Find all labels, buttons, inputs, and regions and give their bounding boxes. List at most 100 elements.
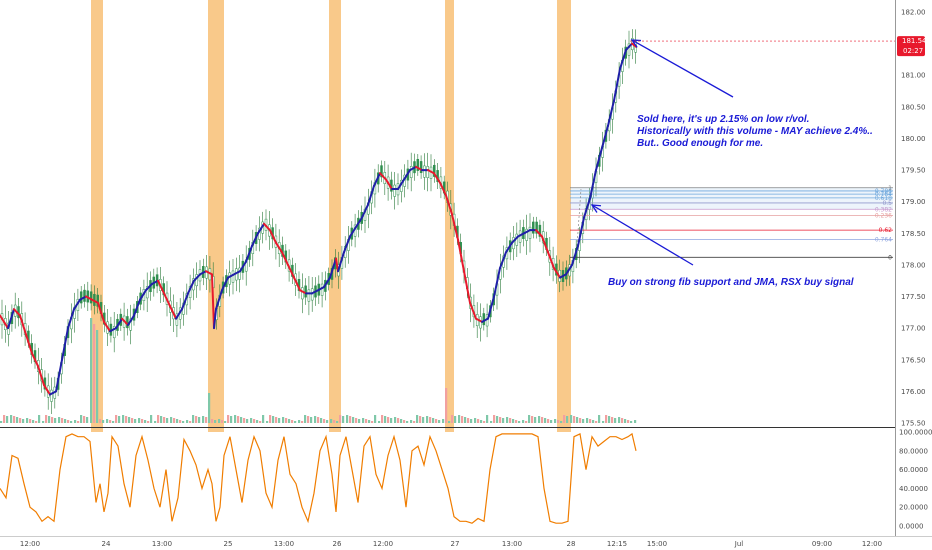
volume-bar	[544, 418, 547, 423]
volume-bar	[362, 418, 365, 423]
jma-segment	[541, 235, 549, 254]
jma-segment	[193, 273, 201, 282]
volume-bar	[186, 420, 189, 423]
jma-segment	[493, 267, 501, 298]
volume-bar	[390, 418, 393, 423]
volume-bar	[554, 419, 557, 423]
volume-bar	[310, 417, 313, 423]
volume-bar	[630, 421, 633, 423]
jma-segment	[199, 270, 207, 276]
jma-segment	[169, 305, 177, 320]
volume-bar	[621, 418, 624, 423]
candle-body	[126, 316, 129, 329]
jma-segment	[343, 235, 351, 254]
jma-segment	[397, 178, 405, 191]
volume-bar	[3, 415, 6, 423]
volume-bar	[90, 318, 93, 423]
volume-bar	[99, 419, 102, 423]
volume-bar	[45, 415, 48, 423]
candle-body	[238, 267, 241, 280]
volume-bar	[384, 416, 387, 423]
volume-bar	[394, 417, 397, 423]
time-tick-label: Jul	[734, 540, 744, 548]
jma-segment	[469, 301, 477, 320]
jma-segment	[121, 317, 129, 326]
candle-body	[393, 184, 396, 197]
volume-bar	[406, 421, 409, 423]
jma-segment	[221, 276, 229, 292]
price-tick-label: 176.50	[901, 356, 926, 364]
candle-body	[409, 166, 413, 178]
time-tick-label: 09:00	[812, 540, 832, 548]
price-tick-label: 180.50	[901, 103, 926, 111]
volume-bar	[272, 416, 275, 423]
volume-bar	[285, 418, 288, 423]
volume-bar	[333, 420, 336, 423]
volume-bar	[166, 418, 169, 423]
countdown-label: 02:27	[903, 47, 923, 55]
candle-body	[307, 289, 311, 302]
volume-bar	[109, 420, 112, 423]
volume-bar	[205, 417, 208, 423]
candle-body	[231, 270, 235, 283]
volume-bar	[435, 419, 438, 423]
jma-segment	[31, 352, 39, 368]
candle-body	[532, 221, 535, 234]
jma-segment	[91, 298, 99, 304]
jma-segment	[583, 197, 591, 219]
price-tick-label: 179.50	[901, 167, 926, 175]
jma-segment	[227, 273, 235, 279]
annotations: Sold here, it's up 2.15% on low r/vol.Hi…	[608, 114, 873, 288]
volume-bar	[269, 415, 272, 423]
volume-bar	[32, 420, 35, 423]
volume-bar	[365, 419, 368, 423]
jma-segment	[61, 327, 69, 361]
volume-bar	[304, 415, 307, 423]
volume-bar	[13, 416, 16, 423]
volume-bar	[477, 419, 480, 423]
volume-bar	[419, 416, 422, 423]
volume-bar	[6, 416, 9, 423]
fib-level-label: 0.764	[875, 191, 892, 198]
time-tick-label: 26	[333, 540, 342, 548]
volume-bar	[138, 418, 141, 423]
volume-bar	[438, 420, 441, 423]
jma-segment	[245, 244, 253, 263]
jma-segment	[215, 289, 223, 311]
jma-segment	[535, 229, 543, 238]
time-axis[interactable]: 12:00 24 13:00 25 13:00 26 12:00 27 13:00 28 12:15…	[20, 540, 882, 548]
time-tick-label: 24	[102, 540, 111, 548]
volume-bar	[522, 420, 525, 423]
price-tick-label: 175.50	[901, 420, 926, 428]
candle-body	[538, 224, 542, 237]
jma-segment	[175, 308, 183, 320]
fib-level-label: 0.62	[879, 227, 893, 234]
jma-segment	[361, 203, 369, 219]
jma-segment	[257, 222, 265, 235]
price-axis[interactable]: 182.00181.50181.00180.50180.00179.50179.…	[630, 9, 932, 531]
jma-segment	[463, 270, 471, 304]
jma-segment	[181, 292, 189, 311]
volume-bar	[509, 418, 512, 423]
volume-bar	[445, 388, 448, 423]
volume-bar	[608, 416, 611, 423]
volume-bar	[243, 418, 246, 423]
volume-bar	[278, 418, 281, 423]
volume-bar	[35, 421, 38, 423]
volume-bar	[490, 421, 493, 423]
time-tick-label: 12:00	[20, 540, 40, 548]
jma-segment	[109, 327, 117, 333]
jma-segment	[251, 232, 259, 247]
jma-segment	[619, 48, 627, 70]
volume-bar	[451, 415, 454, 423]
time-tick-label: 13:00	[152, 540, 172, 548]
volume-bar	[627, 420, 630, 423]
volume-bar	[422, 417, 425, 423]
volume-bar	[256, 420, 259, 423]
volume-bar	[122, 415, 125, 423]
session-highlight-band	[557, 0, 571, 432]
volume-bar	[506, 417, 509, 423]
volume-bar	[221, 420, 224, 423]
